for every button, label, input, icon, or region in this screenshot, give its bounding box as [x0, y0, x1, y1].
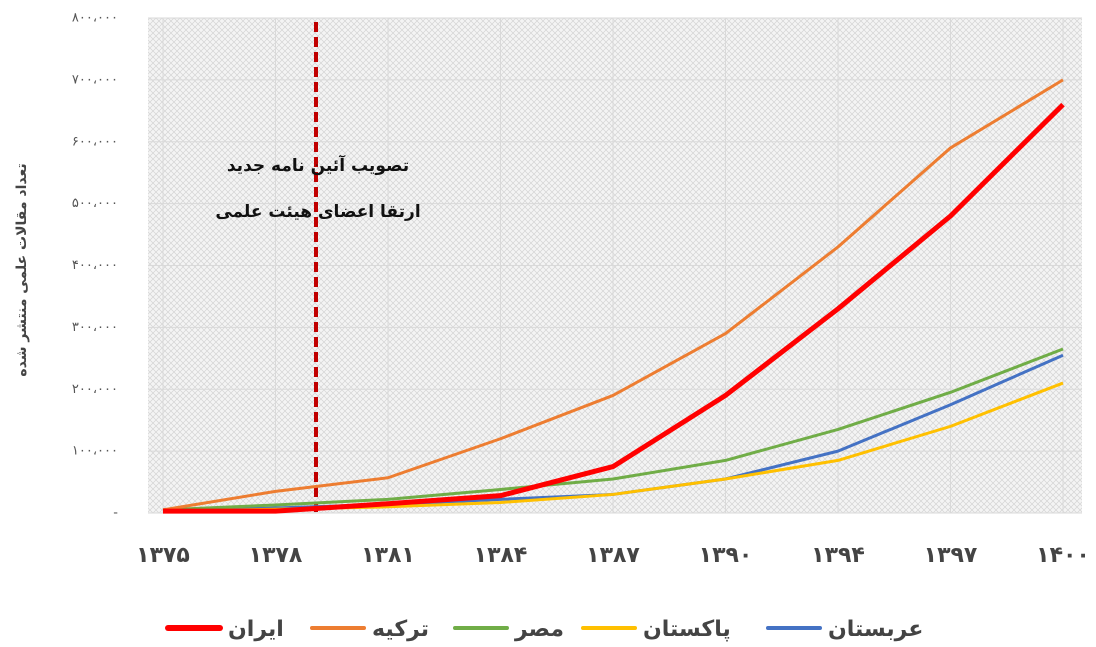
y-axis-label: تعداد مقالات علمی منتشر شده [14, 163, 30, 376]
annotation: ارتقا اعضای هیئت علمی [215, 202, 420, 222]
x-tick-label: ۱۳۸۴ [474, 543, 528, 568]
legend-label: عربستان [828, 617, 923, 642]
legend-label: پاکستان [643, 617, 731, 642]
y-tick-label: ۲۰۰،۰۰۰ [72, 382, 118, 397]
x-tick-label: ۱۴۰۰ [1036, 543, 1090, 568]
legend-label: ایران [228, 617, 284, 642]
annotation: تصویب آئین نامه جدید [227, 154, 409, 176]
series-line [162, 78, 1064, 512]
y-tick-label: ۱۰۰،۰۰۰ [72, 444, 118, 459]
x-tick-label: ۱۳۸۷ [586, 543, 640, 568]
series-line [162, 347, 1064, 512]
y-tick-label: ۸۰۰،۰۰۰ [72, 11, 118, 26]
y-tick-label: ۴۰۰،۰۰۰ [72, 258, 118, 273]
x-tick-label: ۱۳۹۴ [811, 543, 865, 568]
x-tick-label: ۱۳۷۸ [249, 543, 303, 568]
legend-label: ترکیه [372, 617, 429, 642]
y-tick-label: ۵۰۰،۰۰۰ [72, 196, 118, 211]
y-tick-label: - [113, 506, 118, 521]
legend-label: مصر [514, 617, 564, 642]
x-tick-label: ۱۳۸۱ [361, 543, 415, 568]
series-line [163, 102, 1065, 514]
x-tick-label: ۱۳۷۵ [136, 543, 190, 568]
y-tick-label: ۳۰۰،۰۰۰ [72, 320, 118, 335]
y-tick-label: ۷۰۰،۰۰۰ [72, 72, 118, 87]
x-tick-label: ۱۳۹۰ [699, 543, 753, 568]
x-tick-label: ۱۳۹۷ [924, 543, 978, 568]
y-tick-label: ۶۰۰،۰۰۰ [72, 134, 118, 149]
